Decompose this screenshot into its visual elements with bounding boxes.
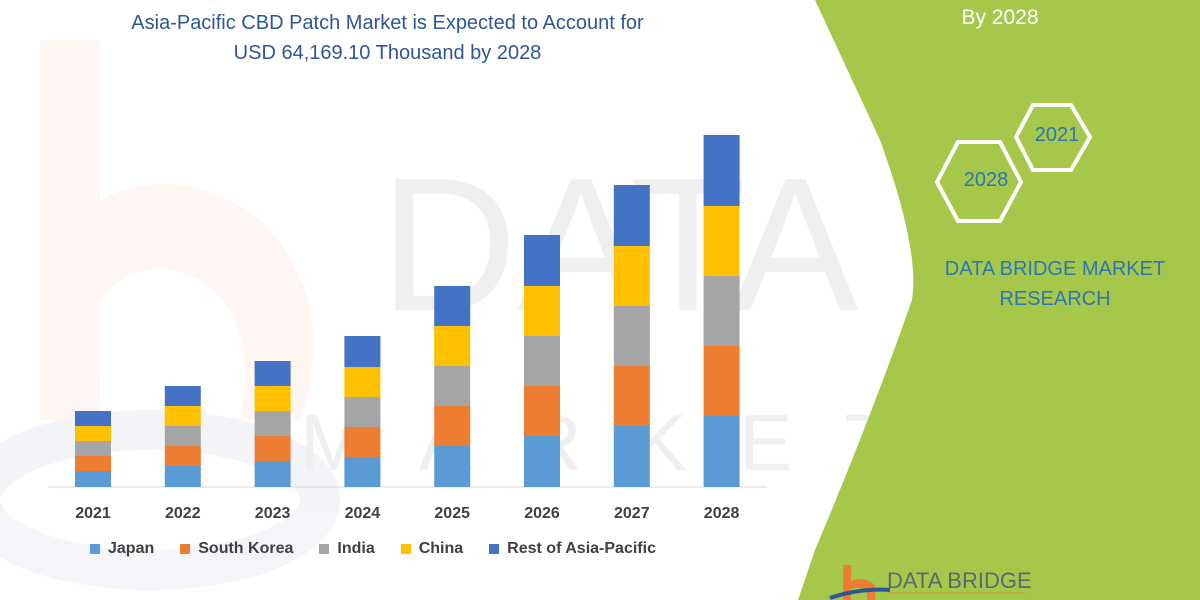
bar-2022-china [164, 406, 201, 426]
bar-2023-japan [254, 461, 291, 487]
legend-label: Rest of Asia-Pacific [507, 540, 656, 557]
brand-line-1: DATA BRIDGE MARKET [944, 258, 1166, 280]
x-tick-label: 2027 [614, 505, 650, 522]
x-tick-label: 2022 [165, 505, 201, 522]
legend-item: Rest of Asia-Pacific [489, 540, 656, 558]
logo-text: DATA BRIDGE [887, 568, 1032, 593]
bar-2023-south-korea [254, 436, 291, 461]
legend-label: Japan [108, 540, 155, 557]
legend-label: South Korea [198, 540, 294, 557]
bar-2027-rest-of-asia-pacific [613, 185, 650, 246]
hexagon-2021 [1013, 103, 1093, 172]
bar-2024-rest-of-asia-pacific [344, 336, 381, 367]
legend-swatch [319, 544, 330, 554]
bar-2025-south-korea [434, 406, 471, 446]
bar-2026-india [524, 336, 560, 386]
bar-2026-rest-of-asia-pacific [524, 235, 560, 286]
bar-2027-japan [613, 426, 650, 487]
x-tick-label: 2028 [704, 505, 740, 522]
legend-item: India [319, 540, 375, 558]
bar-2024-india [344, 397, 381, 427]
bar-2021-china [75, 426, 111, 441]
hexagon-2028 [934, 140, 1024, 223]
side-top-text: By 2028 [961, 6, 1039, 29]
bar-2025-china [434, 326, 471, 366]
legend-label: China [418, 540, 464, 557]
bar-2025-india [434, 366, 471, 406]
legend-swatch [400, 544, 411, 554]
bar-2028-china [703, 206, 740, 276]
brand-text: DATA BRIDGE MARKET RESEARCH [920, 254, 1190, 314]
bar-2026-china [524, 286, 560, 336]
bar-2023-rest-of-asia-pacific [254, 361, 291, 386]
x-tick-label: 2024 [345, 505, 381, 522]
legend-swatch [180, 544, 191, 554]
legend-swatch [90, 544, 100, 554]
bar-2025-rest-of-asia-pacific [434, 286, 471, 326]
bar-2026-japan [524, 436, 560, 487]
legend-swatch [489, 544, 500, 554]
bar-2022-rest-of-asia-pacific [164, 386, 201, 406]
legend-item: Japan [90, 540, 154, 558]
bar-2025-japan [434, 446, 471, 487]
legend-item: South Korea [180, 540, 293, 558]
x-tick-label: 2026 [524, 505, 560, 522]
bar-2026-south-korea [524, 386, 560, 436]
brand-line-2: RESEARCH [999, 288, 1111, 310]
bar-2021-south-korea [75, 456, 111, 471]
bar-2027-china [613, 246, 650, 306]
legend-label: India [337, 540, 375, 557]
stacked-bar-chart: 2021 2022 2023 2024 2025 2026 2027 2028 [48, 135, 767, 522]
bar-2023-india [254, 411, 291, 436]
chart-title: Asia-Pacific CBD Patch Market is Expecte… [60, 8, 715, 68]
legend-item: China [400, 540, 464, 558]
x-tick-label: 2021 [75, 505, 111, 522]
bar-2028-rest-of-asia-pacific [703, 135, 740, 206]
bar-2024-japan [344, 457, 381, 487]
bar-2022-japan [164, 466, 201, 487]
bar-2021-india [75, 441, 111, 456]
hex-label-2021: 2021 [1034, 124, 1080, 146]
logo-mark [829, 565, 891, 600]
legend: Japan South Korea India China Rest of Asia-P… [90, 540, 682, 558]
bar-2021-rest-of-asia-pacific [75, 411, 111, 426]
title-line-1: Asia-Pacific CBD Patch Market is Expecte… [131, 12, 644, 34]
bar-2021-japan [75, 471, 111, 487]
title-line-2: USD 64,169.10 Thousand by 2028 [233, 42, 542, 64]
bar-2027-india [613, 306, 650, 366]
bar-2022-india [164, 426, 201, 446]
bar-2028-india [703, 276, 740, 346]
bar-2024-south-korea [344, 427, 381, 457]
bar-2022-south-korea [164, 446, 201, 466]
bar-2028-japan [703, 416, 740, 487]
green-panel [798, 0, 1200, 600]
bar-2027-south-korea [613, 366, 650, 426]
hex-label-2028: 2028 [963, 169, 1009, 191]
bar-2028-south-korea [703, 346, 740, 416]
x-tick-label: 2023 [255, 505, 291, 522]
x-tick-label: 2025 [434, 505, 470, 522]
bar-2024-china [344, 367, 381, 397]
bar-2023-china [254, 386, 291, 411]
